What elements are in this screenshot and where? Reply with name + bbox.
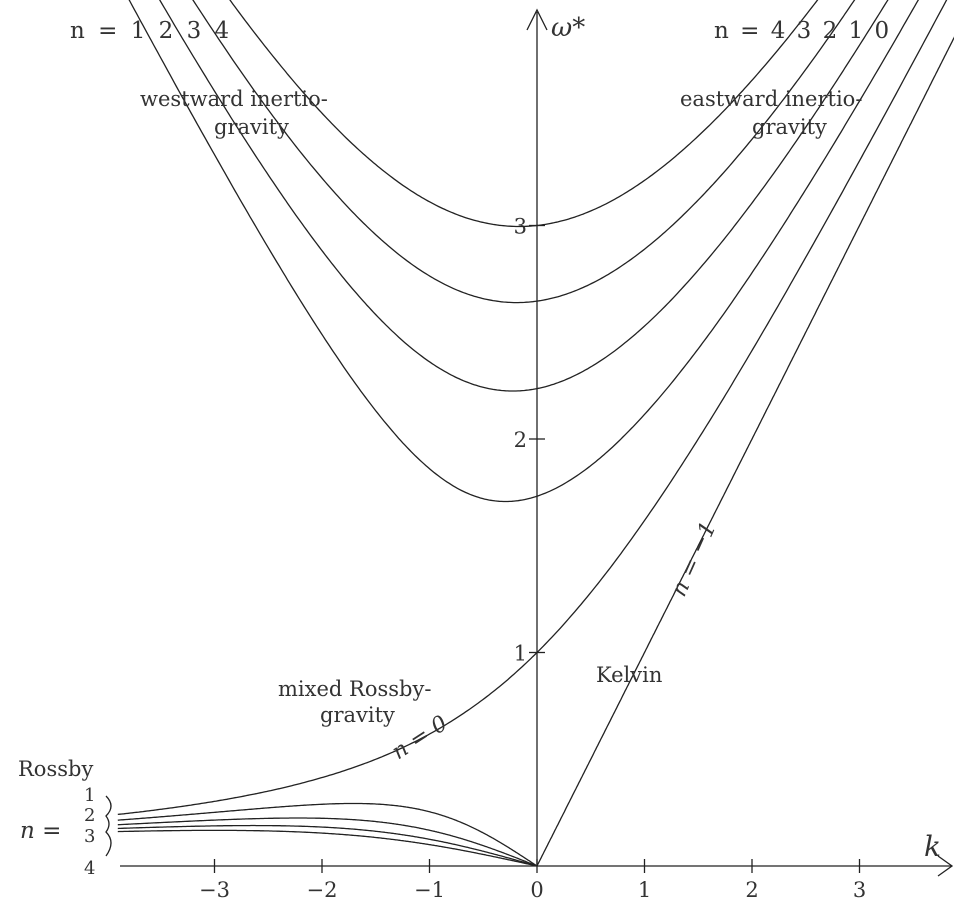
x-tick-label: 2 bbox=[745, 878, 758, 902]
rossby-n4-curve bbox=[117, 829, 538, 867]
inertio-gravity-n3-curve bbox=[192, 0, 856, 304]
inertio-gravity-n2-curve bbox=[159, 0, 889, 392]
westward-mode-numbers: n = 1 2 3 4 bbox=[70, 18, 229, 44]
inertio-gravity-n4-curve bbox=[229, 0, 819, 228]
rossby-n3: 3 bbox=[84, 826, 95, 847]
rossby-n1: 1 bbox=[84, 785, 95, 806]
x-tick-label: 1 bbox=[638, 878, 651, 902]
inertio-gravity-n1-curve bbox=[128, 0, 920, 503]
kelvin-curve bbox=[536, 36, 954, 867]
y-tick-label: 1 bbox=[514, 642, 527, 666]
x-tick-label: −3 bbox=[199, 878, 230, 902]
eastward-mode-numbers: n = 4 3 2 1 0 bbox=[714, 18, 889, 44]
x-tick-label: −1 bbox=[414, 878, 445, 902]
mixed-rossby-gravity-curve bbox=[117, 0, 948, 816]
rossby-n3-curve bbox=[117, 824, 538, 867]
mrg-label-1: mixed Rossby- bbox=[278, 677, 431, 701]
westward-ig-label-2: gravity bbox=[214, 115, 289, 139]
rossby-n4: 4 bbox=[84, 858, 95, 879]
dispersion-curves bbox=[117, 0, 954, 867]
westward-ig-label-1: westward inertio- bbox=[140, 87, 328, 111]
eastward-ig-label-2: gravity bbox=[752, 115, 827, 139]
mrg-label-2: gravity bbox=[320, 703, 395, 727]
rossby-brace bbox=[105, 795, 112, 857]
rossby-label: Rossby bbox=[18, 757, 93, 781]
nm1-curve-label: n = −1 bbox=[667, 518, 722, 600]
kelvin-label: Kelvin bbox=[596, 663, 662, 687]
x-tick-label: 3 bbox=[853, 878, 866, 902]
y-tick-label: 2 bbox=[514, 428, 527, 452]
y-axis-label: ω* bbox=[551, 13, 585, 43]
x-tick-label: −2 bbox=[307, 878, 338, 902]
rossby-n2-curve bbox=[117, 817, 538, 867]
eastward-ig-label-1: eastward inertio- bbox=[680, 87, 862, 111]
rossby-n2: 2 bbox=[84, 805, 95, 826]
rossby-n-label: n = bbox=[20, 818, 61, 844]
n0-curve-label: n = 0 bbox=[388, 711, 452, 765]
y-axis-arrow bbox=[526, 8, 548, 31]
x-tick-label: 0 bbox=[530, 878, 543, 902]
x-axis-label: k bbox=[924, 830, 941, 863]
x-axis-arrow bbox=[937, 855, 954, 877]
rossby-n1-curve bbox=[117, 802, 538, 867]
